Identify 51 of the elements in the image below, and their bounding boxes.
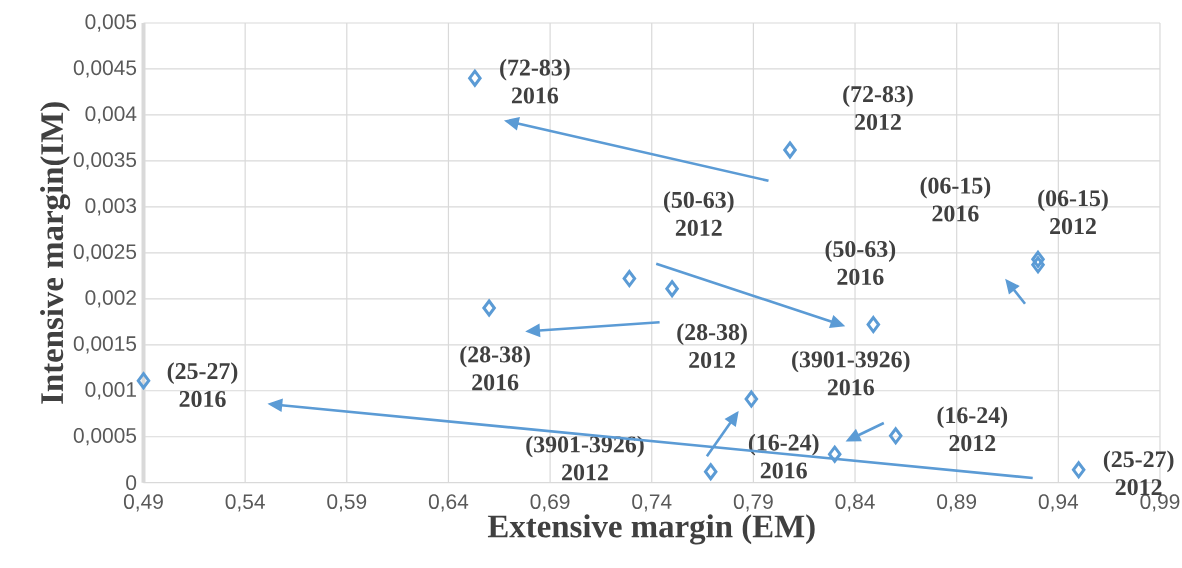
y-tick-label: 0,002 <box>85 290 136 308</box>
y-axis-title: Intensive margin(IM) <box>40 102 71 404</box>
y-tick-label: 0,0015 <box>73 336 137 354</box>
y-tick-label: 0,001 <box>85 382 136 400</box>
y-tick-label: 0 <box>126 475 137 491</box>
point <box>665 280 679 298</box>
point <box>136 372 151 390</box>
annotation: (16-24) 2012 <box>937 406 1008 452</box>
annotation: (06-15) 2012 <box>1038 189 1108 235</box>
annotation: (3901-3926) 2012 <box>526 435 644 481</box>
annotation: (16-24) 2016 <box>748 433 819 479</box>
point <box>703 463 718 481</box>
point <box>866 316 881 334</box>
point <box>1031 256 1045 274</box>
y-tick-label: 0,0045 <box>73 60 137 78</box>
point <box>1031 250 1045 268</box>
y-tick-label: 0,003 <box>85 198 137 216</box>
y-tick-label: 0,0005 <box>73 428 137 446</box>
point <box>744 390 759 408</box>
x-tick-label: 0,94 <box>1038 494 1079 512</box>
x-axis-title: Extensive margin (EM) <box>487 514 815 545</box>
annotation: (3901-3926) 2016 <box>792 350 910 396</box>
x-tick-label: 0,79 <box>733 494 773 512</box>
annotation: (28-38) 2016 <box>460 345 530 391</box>
x-tick-label: 0,84 <box>835 494 875 512</box>
x-tick-label: 0,54 <box>225 494 265 512</box>
y-tick-label: 0,0025 <box>73 244 137 262</box>
y-tick-label: 0,005 <box>85 14 137 32</box>
x-tick-label: 0,89 <box>937 494 977 512</box>
x-tick-label: 0,64 <box>428 494 469 512</box>
point <box>1071 461 1086 479</box>
annotation: (25-27) 2016 <box>167 362 238 408</box>
annotation: (72-83) 2012 <box>843 85 913 131</box>
point <box>888 427 903 445</box>
annotation: (50-63) 2012 <box>663 191 734 236</box>
point <box>482 299 496 317</box>
point <box>827 445 842 463</box>
x-tick-label: 0,59 <box>327 494 367 512</box>
x-tick-label: 0,74 <box>632 494 672 512</box>
y-tick-label: 0,0035 <box>73 152 137 170</box>
point <box>622 270 637 288</box>
x-tick-label: 0,49 <box>123 494 163 512</box>
annotation: (06-15) 2016 <box>920 176 991 222</box>
annotation: (50-63) 2016 <box>825 240 896 285</box>
point <box>468 69 482 87</box>
x-tick-label: 0,99 <box>1140 494 1180 512</box>
x-tick-label: 0,69 <box>530 494 570 512</box>
y-tick-label: 0,004 <box>85 106 137 124</box>
annotation: (72-83) 2016 <box>500 58 570 104</box>
point <box>783 141 797 159</box>
annotation: (28-38) 2012 <box>677 323 747 369</box>
